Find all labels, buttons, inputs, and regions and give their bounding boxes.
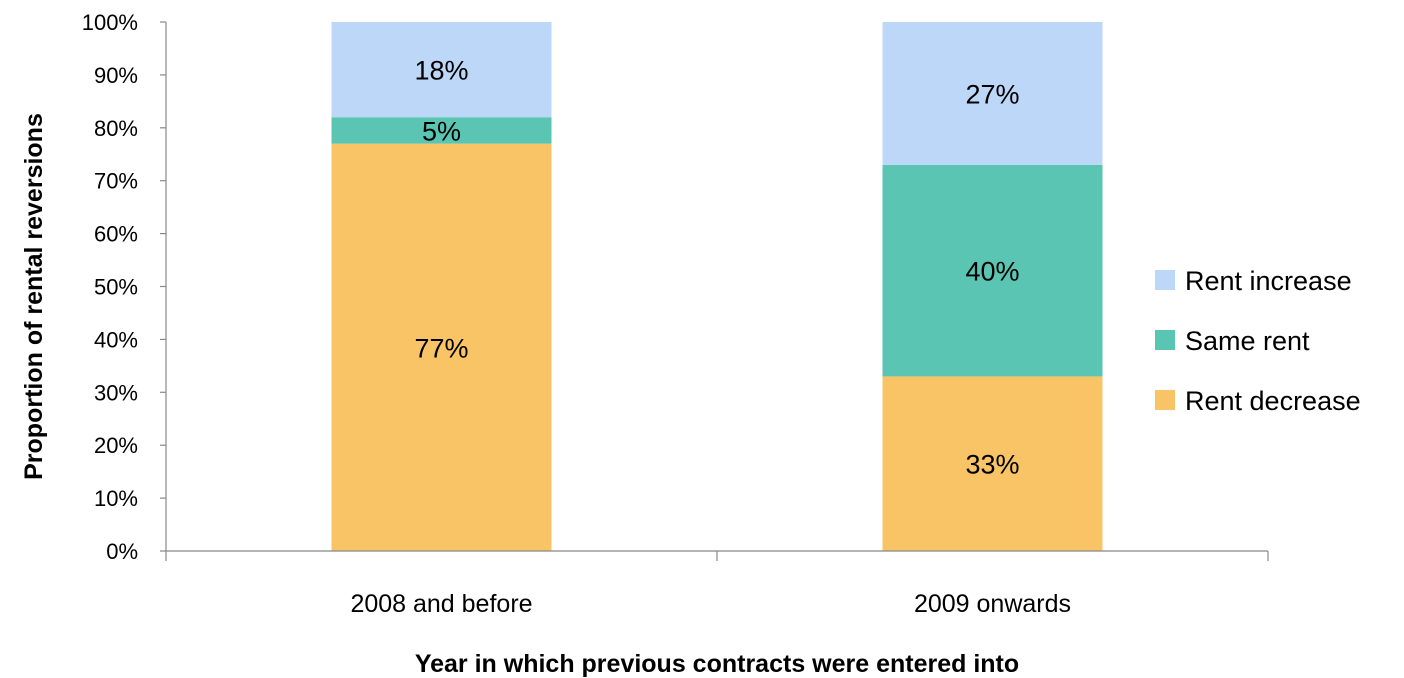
legend-swatch-same-rent (1155, 330, 1175, 350)
bar-rent-decrease-2008-and-before (331, 143, 552, 552)
y-axis-title: Proportion of rental reversions (20, 113, 48, 480)
y-tick-label: 70% (94, 169, 138, 194)
y-tick-label: 100% (82, 10, 138, 35)
y-tick-label: 0% (106, 539, 138, 564)
bar-same-rent-2008-and-before (331, 117, 552, 144)
legend-label-same-rent: Same rent (1185, 326, 1310, 356)
data-label-rent-increase: 27% (965, 79, 1019, 109)
y-tick-label: 60% (94, 222, 138, 247)
y-tick-label: 30% (94, 380, 138, 405)
legend-swatch-rent-increase (1155, 270, 1175, 290)
axes-layer (165, 22, 1268, 552)
x-tick-label: 2009 onwards (914, 590, 1071, 618)
data-label-rent-decrease: 77% (414, 333, 468, 363)
y-tick-label: 10% (94, 486, 138, 511)
bar-rent-increase-2008-and-before (331, 22, 552, 118)
x-axis-title: Year in which previous contracts were en… (415, 650, 1019, 678)
bars-layer (331, 22, 1103, 552)
y-tick-label: 80% (94, 116, 138, 141)
bar-rent-decrease-2009-onwards (882, 376, 1103, 551)
y-ticks: 0% 10% 20% 30% 40% 50% 60% 70% 80% 90% 100% (82, 10, 166, 564)
x-tick-label: 2008 and before (350, 590, 532, 618)
data-labels-layer: 77% 5% 18% 33% 40% 27% (414, 56, 1019, 480)
data-label-same-rent: 5% (422, 116, 461, 146)
x-ticks: 2008 and before 2009 onwards (165, 551, 1269, 618)
y-tick-label: 40% (94, 327, 138, 352)
legend-label-rent-decrease: Rent decrease (1185, 386, 1361, 416)
data-label-rent-decrease: 33% (965, 450, 1019, 480)
legend-swatch-rent-decrease (1155, 390, 1175, 410)
data-label-rent-increase: 18% (414, 56, 468, 86)
y-tick-label: 50% (94, 275, 138, 300)
bar-same-rent-2009-onwards (882, 164, 1103, 377)
y-tick-label: 20% (94, 433, 138, 458)
bar-rent-increase-2009-onwards (882, 22, 1103, 165)
legend: Rent increase Same rent Rent decrease (1155, 266, 1361, 416)
y-tick-label: 90% (94, 63, 138, 88)
data-label-same-rent: 40% (965, 257, 1019, 287)
legend-label-rent-increase: Rent increase (1185, 266, 1352, 296)
